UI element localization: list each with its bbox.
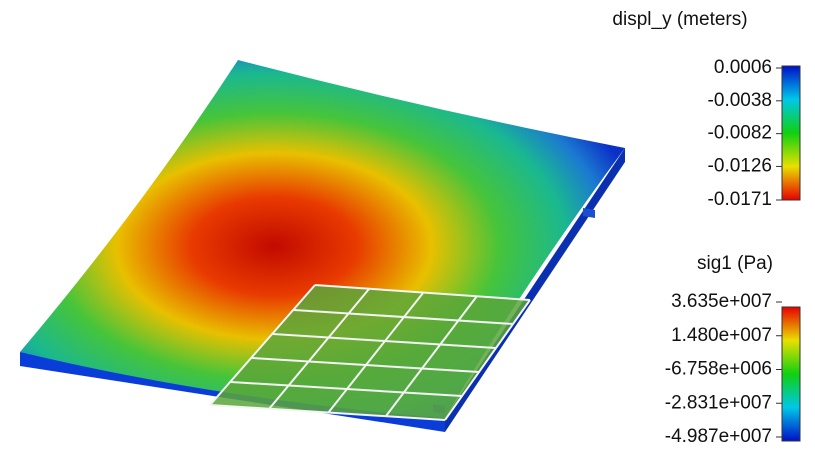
tick-label: 3.635e+007 <box>671 291 772 312</box>
tick-label: -4.987e+007 <box>665 426 772 447</box>
tick-label: -0.0038 <box>708 90 772 111</box>
legend-title: displ_y (meters) <box>612 9 747 30</box>
tick-label: -2.831e+007 <box>665 392 772 413</box>
tick-label: 1.480e+007 <box>671 325 772 346</box>
tick-label: -0.0126 <box>708 155 772 176</box>
tick-label: -0.0171 <box>708 189 772 210</box>
legend-title: sig1 (Pa) <box>697 253 773 274</box>
screenshot: displ_y (meters) sig1 (Pa) 0.0006 -0.0038… <box>0 0 815 452</box>
colorbar <box>782 66 800 200</box>
tick-label: 0.0006 <box>714 57 772 78</box>
tick-label: -0.0082 <box>708 123 772 144</box>
page: displ_y (meters) sig1 (Pa) 0.0006 -0.0038… <box>0 0 815 452</box>
colorbar <box>782 307 800 441</box>
tick-label: -6.758e+006 <box>665 359 772 380</box>
plate <box>20 60 625 432</box>
